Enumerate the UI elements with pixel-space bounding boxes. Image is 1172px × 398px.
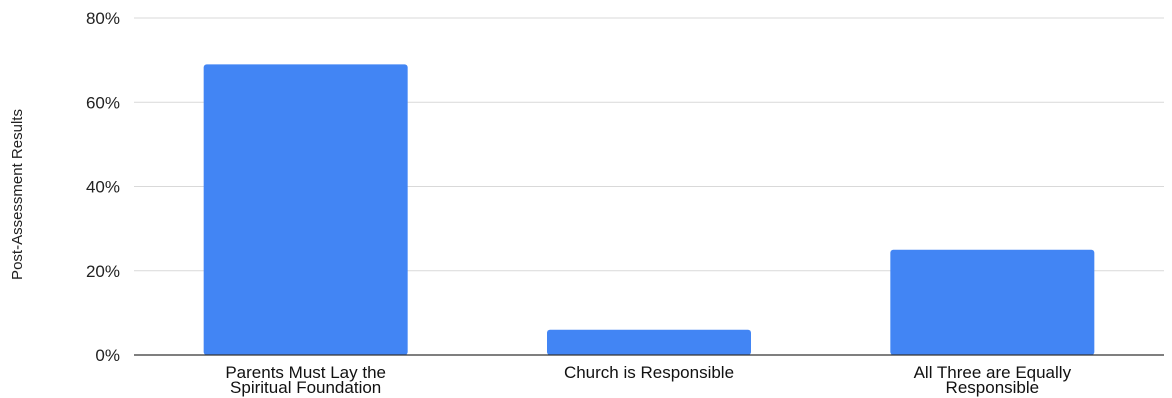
x-category-label: All Three are Equally Responsible [914,363,1072,397]
y-tick-label: 80% [86,9,120,28]
y-tick-labels: 0% 20% 40% 60% 80% [86,9,120,365]
bar [547,329,751,355]
y-tick-label: 0% [95,346,120,365]
bar [890,249,1095,355]
x-category-labels: Parents Must Lay the Spiritual Foundation… [225,363,1071,397]
x-category-label: Parents Must Lay the Spiritual Foundation [225,363,386,397]
y-tick-label: 40% [86,178,120,197]
y-axis-title: Post-Assessment Results [9,109,26,280]
x-category-label: Church is Responsible [564,363,734,382]
bars [203,64,1095,356]
y-tick-label: 20% [86,262,120,281]
bar [203,64,408,356]
y-tick-label: 60% [86,93,120,112]
